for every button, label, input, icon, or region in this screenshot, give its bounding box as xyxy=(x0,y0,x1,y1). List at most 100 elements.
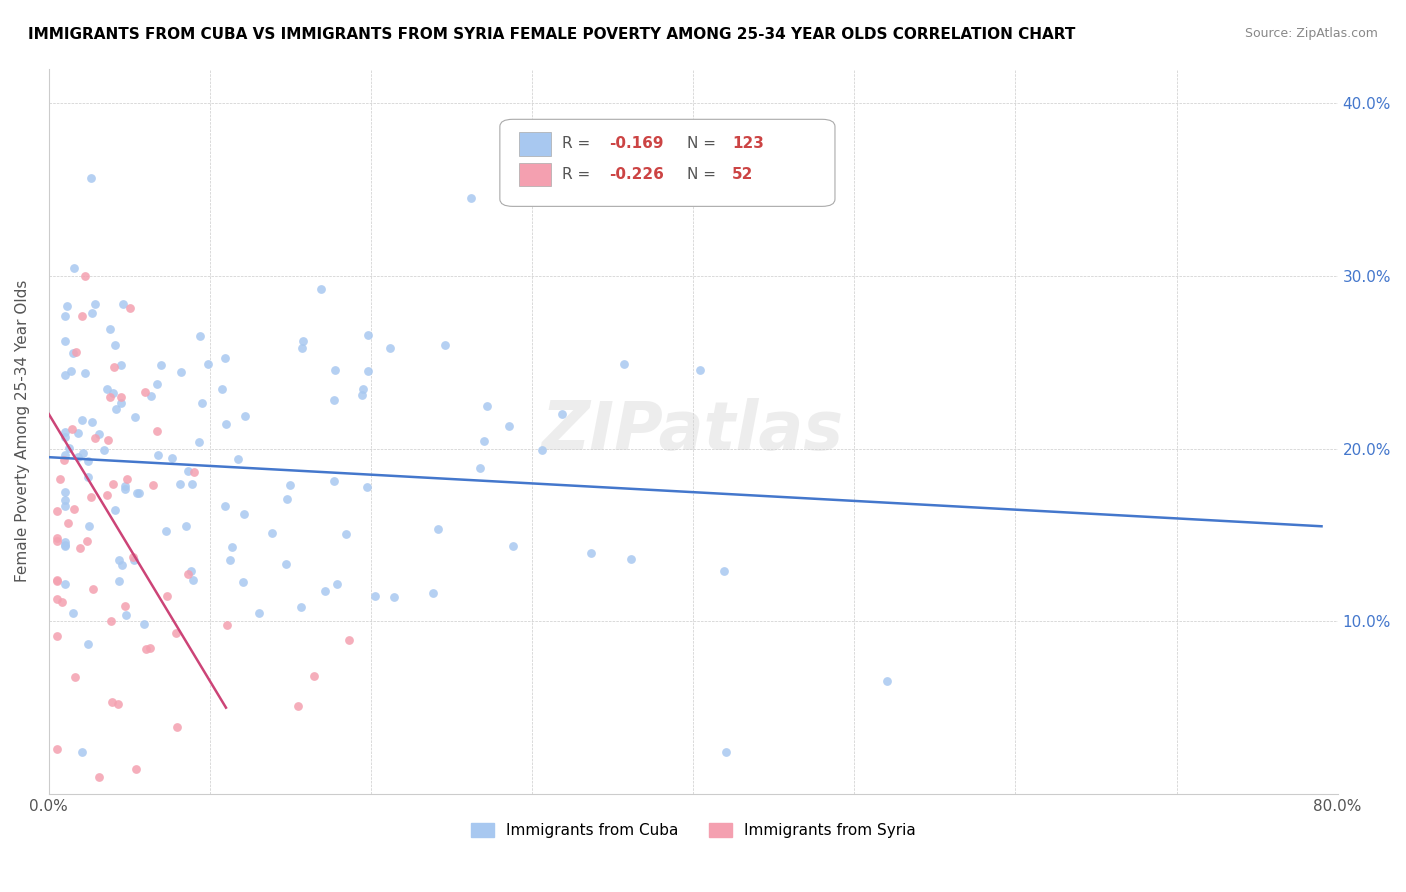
Point xyxy=(104,401,127,416)
Point xyxy=(530,443,553,458)
Text: IMMIGRANTS FROM CUBA VS IMMIGRANTS FROM SYRIA FEMALE POVERTY AMONG 25-34 YEAR OL: IMMIGRANTS FROM CUBA VS IMMIGRANTS FROM … xyxy=(28,27,1076,42)
Point xyxy=(876,673,898,688)
Point xyxy=(422,585,444,599)
Point xyxy=(63,261,86,276)
Point xyxy=(145,377,167,392)
Point xyxy=(63,501,86,516)
Point xyxy=(53,453,76,467)
Point xyxy=(215,618,238,632)
Point xyxy=(125,763,148,777)
Point xyxy=(357,364,380,378)
Point xyxy=(166,626,188,640)
Point xyxy=(211,382,233,396)
Point xyxy=(51,595,73,609)
Text: ZIPatlas: ZIPatlas xyxy=(543,398,844,464)
Point xyxy=(101,386,124,401)
Legend: Immigrants from Cuba, Immigrants from Syria: Immigrants from Cuba, Immigrants from Sy… xyxy=(464,817,922,845)
Point xyxy=(58,516,80,531)
Point xyxy=(100,614,122,628)
Point xyxy=(77,469,100,483)
Point xyxy=(166,720,188,734)
Point xyxy=(434,338,457,352)
Point xyxy=(350,388,373,402)
Point xyxy=(87,427,110,442)
Point xyxy=(101,477,124,491)
Y-axis label: Female Poverty Among 25-34 Year Olds: Female Poverty Among 25-34 Year Olds xyxy=(15,280,30,582)
Point xyxy=(103,359,125,374)
Point xyxy=(55,299,77,313)
Point xyxy=(72,445,94,459)
Text: -0.226: -0.226 xyxy=(609,167,664,182)
Point xyxy=(326,577,349,591)
Point xyxy=(620,551,643,566)
Point xyxy=(135,642,157,657)
Point xyxy=(188,329,211,343)
Point xyxy=(104,502,127,516)
Point xyxy=(155,524,177,538)
Point xyxy=(96,488,118,502)
Point xyxy=(174,519,197,533)
Point xyxy=(323,362,346,376)
Point xyxy=(80,305,103,319)
Text: 52: 52 xyxy=(733,167,754,182)
Point xyxy=(70,413,93,427)
Point xyxy=(502,539,524,553)
Point xyxy=(45,591,67,606)
Point xyxy=(104,337,127,351)
Point xyxy=(53,448,76,462)
Point xyxy=(53,430,76,444)
Point xyxy=(190,395,212,409)
Point xyxy=(67,425,90,440)
Point xyxy=(53,538,76,552)
Point xyxy=(110,396,132,410)
Point xyxy=(142,478,165,492)
Point xyxy=(114,478,136,492)
Point xyxy=(278,477,301,491)
Text: 123: 123 xyxy=(733,136,763,152)
Point xyxy=(82,582,104,596)
Point xyxy=(197,357,219,371)
Point xyxy=(156,589,179,603)
Point xyxy=(714,745,737,759)
Point xyxy=(66,450,89,465)
Point xyxy=(551,407,574,421)
Point xyxy=(214,499,236,513)
Point xyxy=(53,493,76,508)
Point xyxy=(322,474,344,488)
Point xyxy=(53,500,76,514)
Point xyxy=(84,431,107,445)
Point xyxy=(170,365,193,379)
Point xyxy=(58,441,80,455)
Point xyxy=(353,382,375,396)
Point xyxy=(80,171,103,186)
Point xyxy=(110,390,132,404)
Point xyxy=(183,465,205,479)
Point xyxy=(115,607,138,622)
Point xyxy=(120,301,142,315)
Point xyxy=(100,695,122,709)
Point xyxy=(713,564,735,578)
Point xyxy=(114,483,136,497)
Point xyxy=(232,574,254,589)
Point xyxy=(53,309,76,323)
Point xyxy=(124,409,146,424)
Text: N =: N = xyxy=(686,167,716,182)
Point xyxy=(53,334,76,348)
Point xyxy=(233,409,256,424)
Text: N =: N = xyxy=(686,136,716,152)
Point xyxy=(214,351,236,366)
Point xyxy=(45,574,67,588)
Point xyxy=(139,389,162,403)
Point xyxy=(96,382,118,396)
Point xyxy=(145,424,167,438)
Point xyxy=(181,573,204,587)
Text: R =: R = xyxy=(562,136,591,152)
Point xyxy=(53,368,76,382)
Point xyxy=(139,641,162,656)
Point xyxy=(364,589,387,603)
Point xyxy=(460,191,482,205)
Point xyxy=(290,600,312,615)
Point xyxy=(579,546,602,560)
Point xyxy=(378,341,401,355)
Point xyxy=(128,486,150,500)
